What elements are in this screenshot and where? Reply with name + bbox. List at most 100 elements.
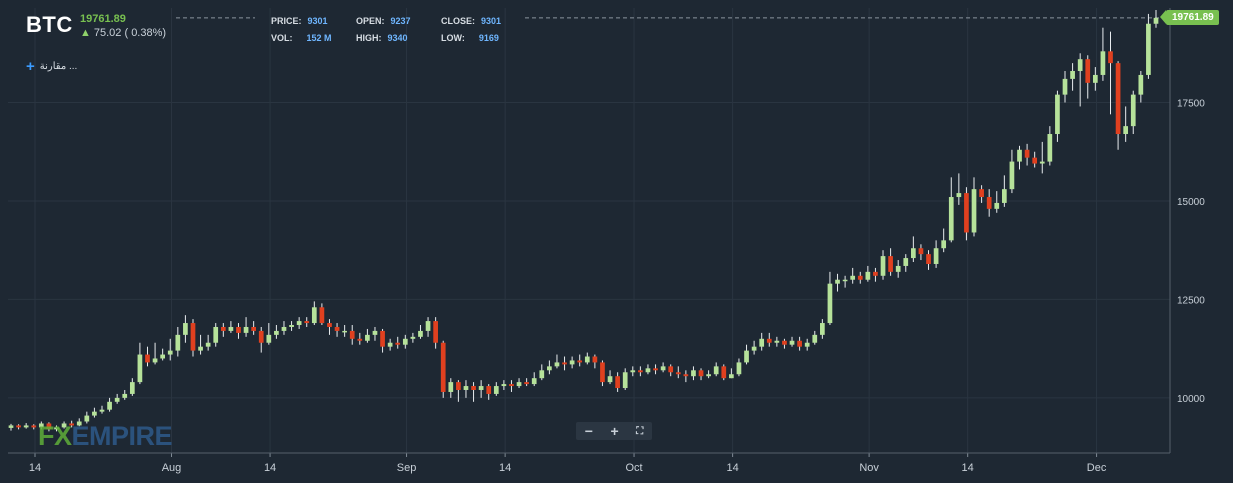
- candle-body: [1085, 59, 1091, 83]
- candle-body: [691, 370, 696, 377]
- candle-body: [554, 362, 560, 367]
- price-change-text: 75.02 ( 0.38%): [93, 27, 167, 39]
- candle-body: [387, 342, 393, 347]
- candle-body: [820, 323, 825, 335]
- candle-body: [744, 350, 749, 363]
- candle-body: [349, 330, 355, 339]
- candle-body: [46, 423, 52, 430]
- symbol-title: BTC: [26, 12, 73, 37]
- candle-body: [918, 248, 924, 255]
- candle-body: [395, 342, 401, 345]
- candle-body: [243, 326, 249, 333]
- candle-body: [8, 425, 14, 428]
- zoom-in-button[interactable]: +: [610, 423, 619, 439]
- candle-body: [236, 326, 241, 333]
- candle-body: [440, 342, 446, 392]
- candle-body: [23, 425, 29, 428]
- candle-body: [478, 386, 484, 390]
- candle-body: [1001, 189, 1007, 203]
- candle-body: [152, 358, 158, 363]
- candle-body: [433, 321, 438, 343]
- candle-body: [228, 326, 234, 331]
- candle-body: [842, 279, 848, 282]
- zoom-controls: − + ⛶: [576, 422, 652, 440]
- candle-body: [622, 372, 628, 389]
- candle-body: [213, 326, 219, 343]
- candle-body: [729, 374, 734, 379]
- candle-body: [76, 421, 82, 426]
- candle-body: [410, 336, 416, 339]
- compare-button[interactable]: + مقارنة ...: [26, 58, 77, 75]
- x-tick-label: Oct: [625, 462, 642, 474]
- candle-body: [493, 386, 499, 394]
- candle-body: [1047, 134, 1053, 162]
- last-price: 19761.89: [80, 13, 126, 25]
- candle-body: [107, 401, 112, 410]
- candle-body: [266, 334, 272, 343]
- candle-body: [357, 338, 363, 341]
- up-arrow-icon: ▲: [80, 27, 91, 39]
- candle-body: [797, 340, 802, 347]
- candle-body: [296, 321, 302, 326]
- candle-body: [789, 340, 795, 345]
- zoom-out-button[interactable]: −: [584, 423, 593, 439]
- candle-body: [1092, 74, 1098, 83]
- stat-low: LOW: 9169: [441, 33, 499, 43]
- x-tick-label: 14: [726, 462, 738, 474]
- plus-icon: +: [26, 58, 35, 75]
- x-tick-label: 14: [264, 462, 276, 474]
- candle-body: [190, 323, 196, 351]
- candle-body: [425, 321, 431, 331]
- candle-body: [933, 248, 939, 264]
- candle-body: [812, 334, 818, 343]
- x-tick-label: 14: [499, 462, 511, 474]
- candle-body: [1032, 157, 1038, 164]
- candle-body: [964, 193, 969, 233]
- candle-body: [456, 382, 461, 390]
- candle-body: [311, 307, 317, 324]
- candle-body: [516, 382, 522, 387]
- x-tick-label: 14: [962, 462, 974, 474]
- candle-body: [448, 382, 454, 392]
- candle-body: [258, 330, 264, 343]
- candle-body: [471, 386, 476, 390]
- candle-body: [84, 415, 90, 422]
- candle-body: [524, 382, 529, 385]
- candle-body: [979, 189, 984, 198]
- candle-body: [1039, 161, 1045, 164]
- candle-body: [114, 397, 120, 402]
- candle-body: [736, 362, 742, 375]
- candle-body: [592, 356, 598, 363]
- candle-body: [281, 326, 287, 331]
- candle-body: [205, 342, 211, 347]
- candle-body: [804, 342, 810, 347]
- candle-body: [54, 427, 59, 430]
- candle-body: [122, 393, 128, 398]
- price-change: ▲ 75.02 ( 0.38%): [80, 27, 166, 39]
- candle-body: [61, 423, 67, 428]
- candle-body: [342, 330, 347, 333]
- candle-body: [827, 283, 833, 324]
- logo-fx: FX: [38, 421, 72, 451]
- candle-body: [183, 323, 188, 335]
- candle-body: [1153, 17, 1159, 24]
- candle-body: [289, 325, 294, 327]
- candle-body: [1017, 149, 1022, 162]
- candle-body: [903, 258, 909, 266]
- candle-body: [220, 326, 226, 331]
- candle-body: [607, 376, 613, 383]
- candle-body: [645, 368, 651, 373]
- candle-body: [31, 425, 37, 428]
- fullscreen-icon[interactable]: ⛶: [636, 425, 644, 437]
- candle-body: [137, 354, 143, 383]
- candle-body: [547, 366, 552, 371]
- candle-body: [16, 425, 21, 428]
- candle-body: [1138, 74, 1144, 95]
- candle-body: [160, 354, 166, 359]
- candle-body: [660, 366, 666, 371]
- candle-body: [509, 384, 514, 387]
- x-tick-label: Sep: [397, 462, 417, 474]
- candle-body: [577, 360, 583, 363]
- candle-body: [698, 370, 704, 377]
